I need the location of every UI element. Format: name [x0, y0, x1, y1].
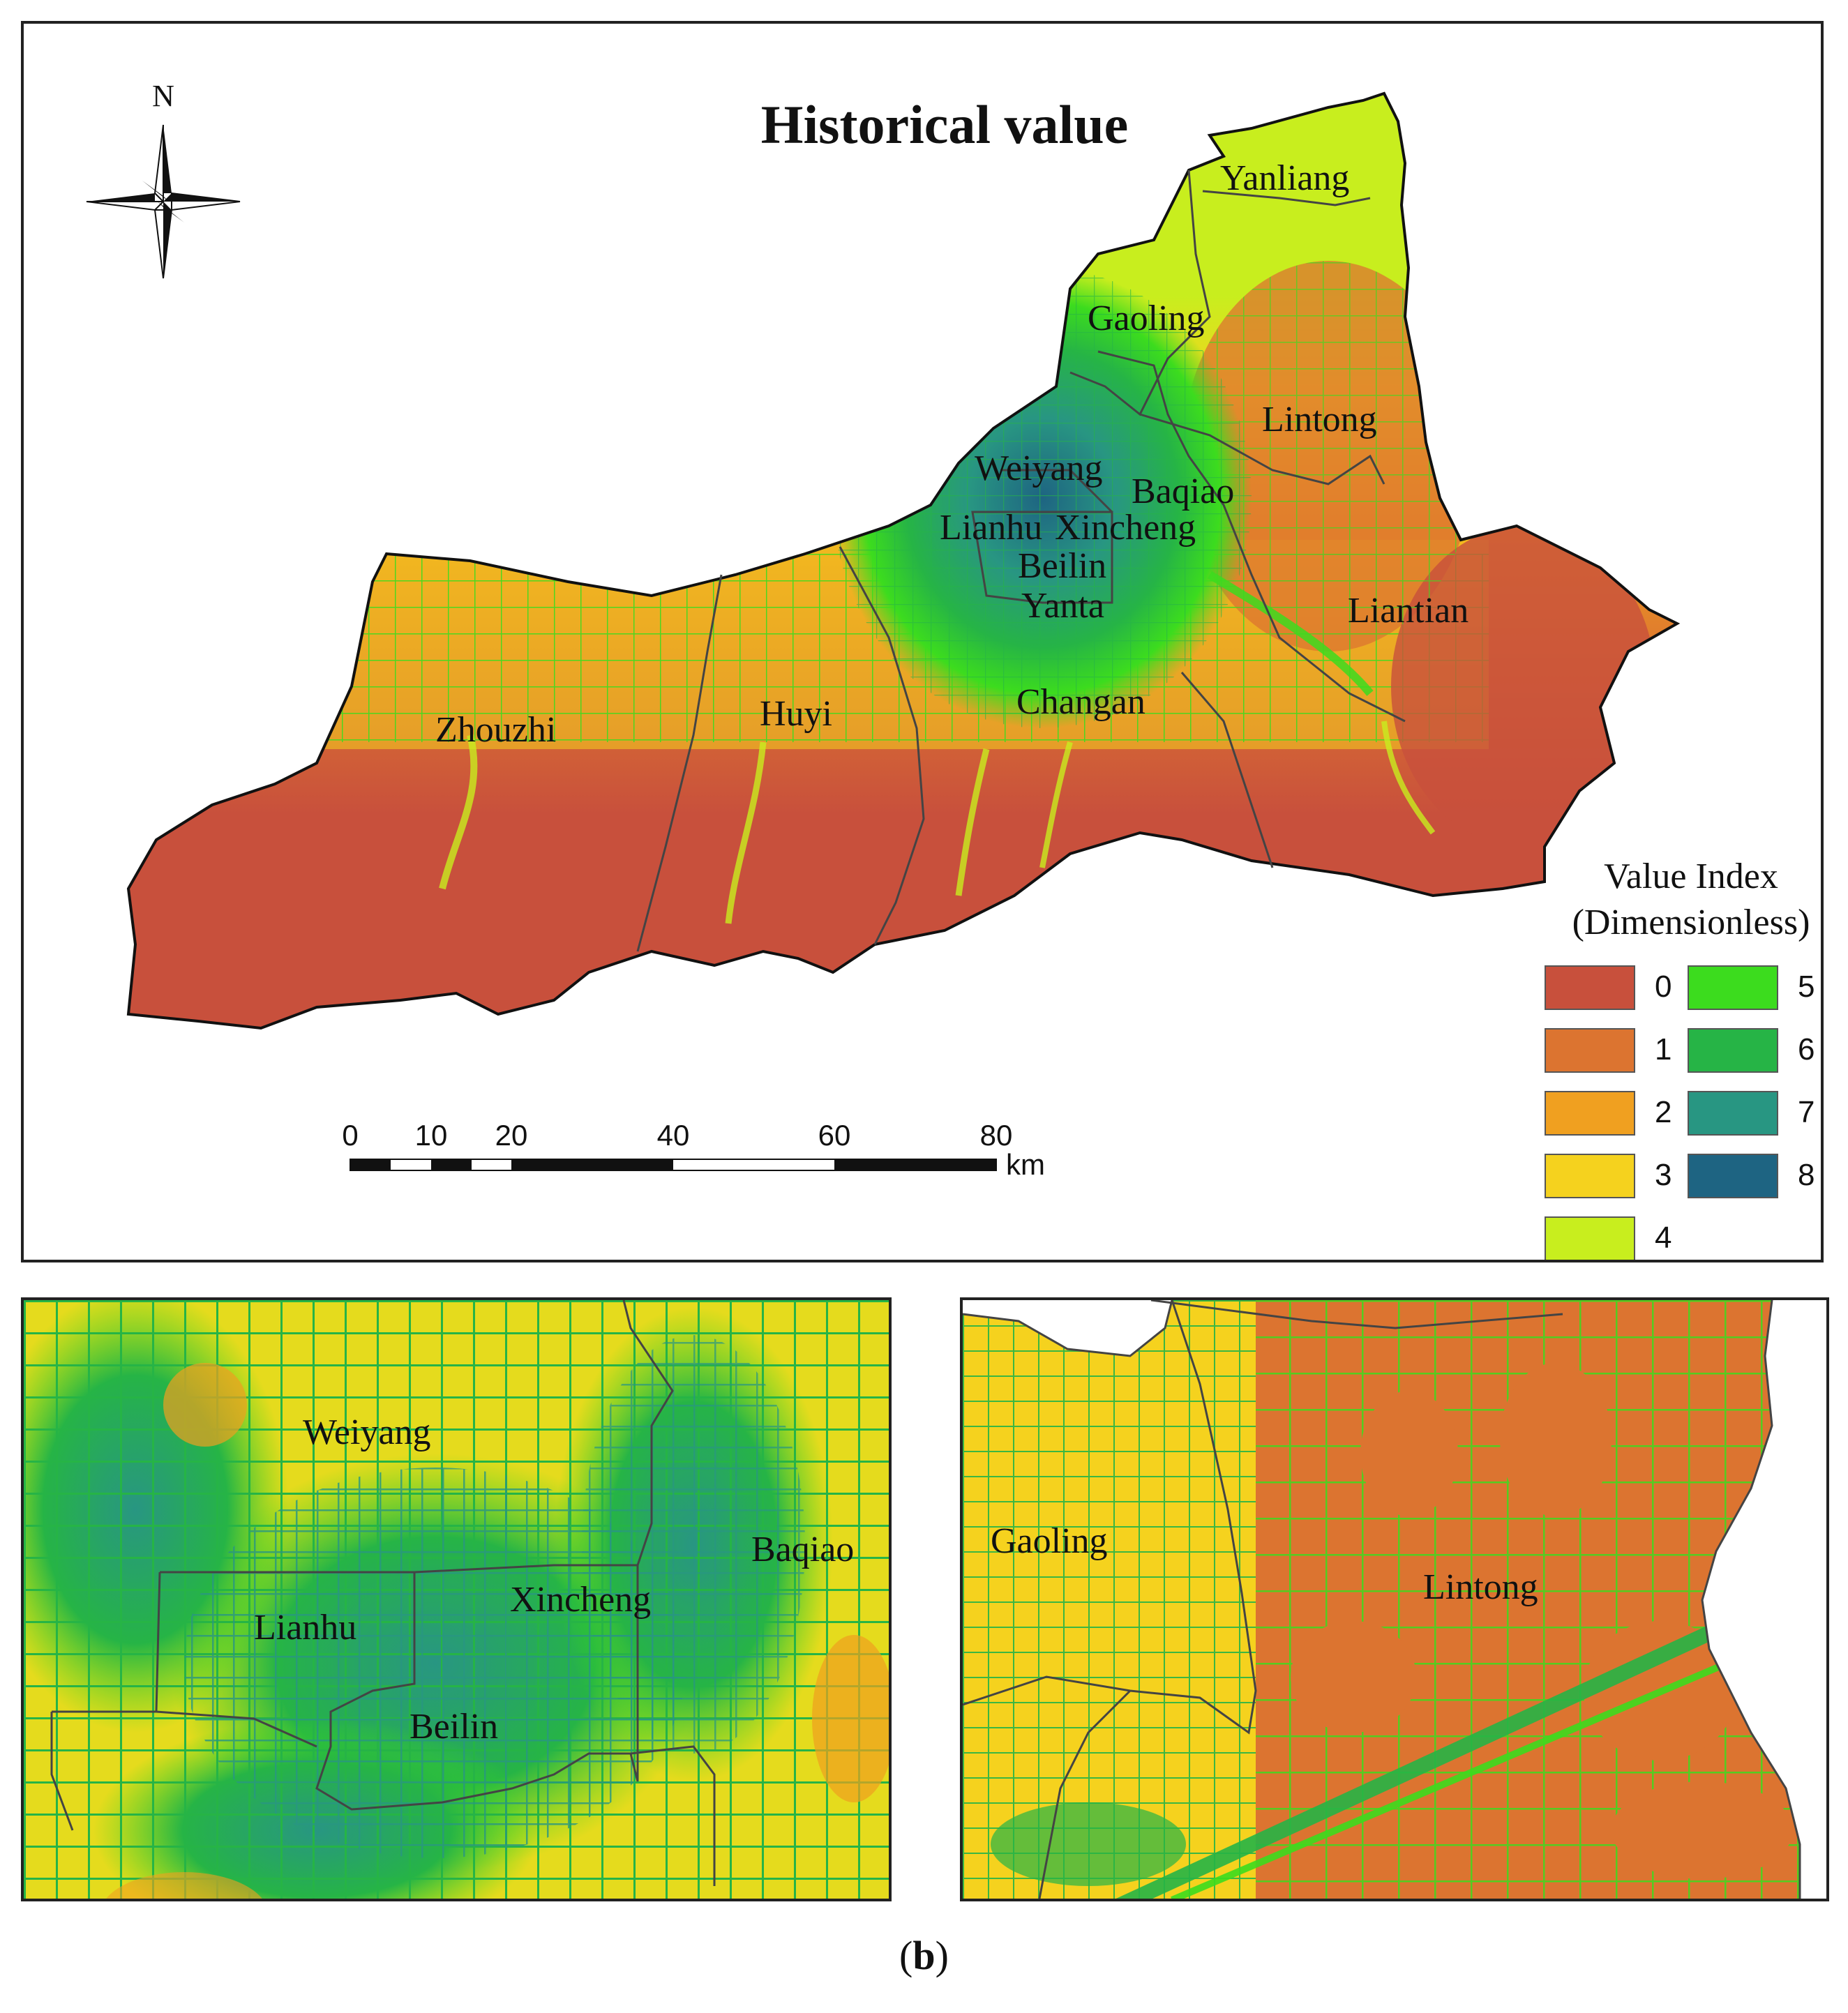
inset-northeast: Gaoling Lintong [960, 1297, 1829, 1901]
inset-right-label-lintong: Lintong [1423, 1567, 1538, 1607]
scale-unit: km [1006, 1148, 1045, 1181]
label-yanliang: Yanliang [1220, 158, 1350, 198]
legend-swatch [1545, 1091, 1635, 1136]
legend-swatch [1545, 1216, 1635, 1260]
legend-value: 8 [1798, 1158, 1815, 1192]
legend-swatch [1688, 1091, 1778, 1136]
inset-left-boundaries [50, 1300, 716, 1886]
legend-swatch [1688, 1028, 1778, 1073]
caption-open: ( [899, 1933, 913, 1978]
inset-northeast-svg [963, 1300, 1826, 1899]
scale-tick-40: 40 [656, 1119, 690, 1152]
scale-tick-60: 60 [818, 1119, 851, 1152]
legend-value: 6 [1798, 1032, 1815, 1066]
legend-value: 1 [1655, 1032, 1672, 1066]
main-map-svg [86, 92, 1678, 1171]
label-zhouzhi: Zhouzhi [435, 710, 557, 750]
north-arrow-icon [86, 124, 241, 279]
label-weiyang: Weiyang [975, 448, 1103, 488]
label-baqiao: Baqiao [1132, 472, 1235, 511]
figure-caption: (b) [0, 1932, 1848, 1979]
label-huyi: Huyi [760, 694, 832, 734]
study-area-raster [128, 93, 1677, 1028]
label-liantian: Liantian [1348, 591, 1469, 631]
inset-urban-core-svg [24, 1300, 889, 1899]
inset-left-label-xincheng: Xincheng [510, 1580, 652, 1620]
legend-value: 0 [1655, 970, 1672, 1004]
scale-tick-10: 10 [414, 1119, 448, 1152]
label-gaoling: Gaoling [1088, 299, 1205, 338]
legend-value: 2 [1655, 1095, 1672, 1129]
inset-left-label-baqiao: Baqiao [751, 1530, 855, 1569]
caption-close: ) [935, 1933, 949, 1978]
inset-left-label-beilin: Beilin [410, 1707, 499, 1747]
inset-left-label-weiyang: Weiyang [303, 1412, 431, 1452]
scale-tick-80: 80 [979, 1119, 1013, 1152]
legend-title-line1: Value Index [1604, 857, 1778, 896]
scale-bar [350, 1159, 997, 1171]
label-changan: Changan [1016, 682, 1145, 722]
north-label: N [152, 79, 174, 113]
inset-urban-core: Weiyang Baqiao Lianhu Xincheng Beilin [21, 1297, 892, 1901]
legend-value: 7 [1798, 1095, 1815, 1129]
legend-swatch [1688, 1154, 1778, 1198]
inset-right-label-gaoling: Gaoling [991, 1521, 1108, 1561]
legend-value: 3 [1655, 1158, 1672, 1192]
legend-value: 4 [1655, 1221, 1672, 1255]
map-title: Historical value [760, 94, 1129, 155]
legend-swatch [1545, 1154, 1635, 1198]
legend-swatch [1545, 965, 1635, 1010]
main-map-panel: Historical value N Yanliang Gaoling Lint… [21, 21, 1824, 1262]
label-lianhu: Lianhu [940, 508, 1043, 548]
label-beilin: Beilin [1018, 546, 1107, 586]
label-xincheng: Xincheng [1055, 508, 1196, 548]
scale-tick-20: 20 [495, 1119, 528, 1152]
caption-letter: b [912, 1933, 936, 1978]
legend-title-line2: (Dimensionless) [1572, 903, 1810, 942]
label-lintong: Lintong [1262, 400, 1377, 439]
inset-right-boundaries [963, 1300, 1801, 1899]
district-boundaries [636, 169, 1406, 952]
legend-swatch [1545, 1028, 1635, 1073]
legend-swatch [1688, 965, 1778, 1010]
label-yanta: Yanta [1021, 586, 1104, 626]
legend-value: 5 [1798, 970, 1815, 1004]
scale-tick-0: 0 [342, 1119, 359, 1152]
legend-title: Value Index (Dimensionless) [1558, 854, 1821, 946]
inset-left-label-lianhu: Lianhu [254, 1608, 357, 1648]
